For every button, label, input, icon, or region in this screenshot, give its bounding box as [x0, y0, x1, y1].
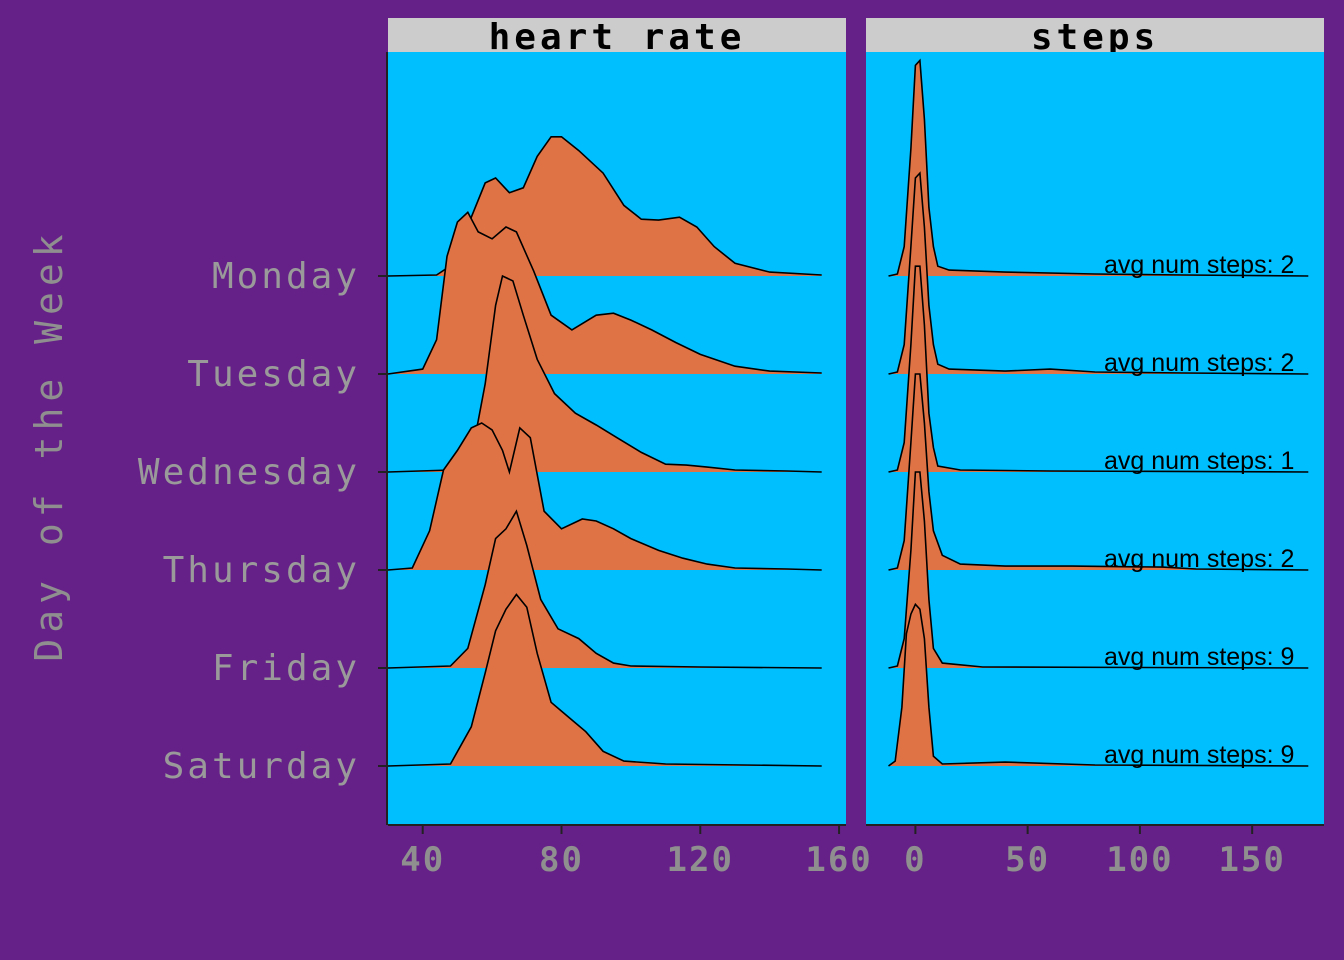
y-tick-label-monday: Monday	[212, 256, 360, 297]
density-ridge-friday	[888, 472, 1309, 668]
y-tick-label-tuesday: Tuesday	[187, 354, 360, 395]
density-outline-tuesday	[888, 171, 1309, 375]
density-ridge-monday	[888, 60, 1309, 277]
avg-steps-annotation: avg num steps: 2	[1104, 349, 1294, 377]
x-tick-label: 160	[805, 840, 872, 880]
density-outline-tuesday	[387, 210, 822, 375]
density-outline-thursday	[387, 422, 822, 571]
x-tick-label: 100	[1106, 840, 1173, 880]
density-outline-friday	[387, 509, 822, 669]
density-ridge-wednesday	[888, 266, 1309, 472]
x-tick-label: 150	[1218, 840, 1285, 880]
avg-steps-annotation: avg num steps: 9	[1104, 643, 1294, 671]
density-outline-saturday	[387, 593, 822, 767]
annotations: avg num steps: 2 avg num steps: 2 avg num …	[1104, 251, 1294, 769]
density-outline-monday	[888, 58, 1309, 277]
avg-steps-annotation: avg num steps: 1	[1104, 447, 1294, 475]
x-tick-label: 80	[539, 840, 584, 880]
y-tick-label-wednesday: Wednesday	[138, 452, 360, 493]
density-ridge-thursday	[888, 374, 1309, 570]
facet-strip-label: steps	[1031, 17, 1159, 58]
facet-strip	[388, 18, 846, 52]
y-tick-label-thursday: Thursday	[163, 550, 360, 591]
density-outline-wednesday	[387, 274, 822, 473]
panel-heart-rate: heart rate 40 80 120 160	[386, 17, 872, 880]
x-tick-label: 50	[1005, 840, 1050, 880]
facet-strip	[866, 18, 1324, 52]
density-ridge-saturday	[388, 594, 822, 766]
y-axis-title: Day of the Week	[27, 228, 71, 661]
y-tick-label-saturday: Saturday	[163, 746, 360, 787]
x-tick-label: 120	[667, 840, 734, 880]
y-tick-label-friday: Friday	[212, 648, 360, 689]
y-category-labels: Monday Tuesday Wednesday Thursday Friday Satu…	[138, 256, 388, 787]
density-outline-thursday	[888, 373, 1309, 571]
avg-steps-annotation: avg num steps: 9	[1104, 741, 1294, 769]
facet-strip-label: heart rate	[489, 17, 746, 58]
density-ridge-thursday	[388, 423, 822, 570]
panel-background	[866, 52, 1324, 824]
x-tick-label: 40	[400, 840, 445, 880]
avg-steps-annotation: avg num steps: 2	[1104, 545, 1294, 573]
density-outline-friday	[888, 471, 1309, 669]
avg-steps-annotation: avg num steps: 2	[1104, 251, 1294, 279]
density-outline-saturday	[888, 602, 1309, 767]
density-ridge-saturday	[888, 604, 1309, 766]
density-ridge-tuesday	[888, 173, 1309, 374]
density-ridge-wednesday	[388, 276, 822, 472]
density-outline-wednesday	[888, 265, 1309, 473]
facet-panels: heart rate 40 80 120 160 steps avg num steps: …	[386, 17, 1324, 880]
x-tick-label: 0	[904, 840, 926, 880]
density-outline-monday	[387, 136, 822, 277]
